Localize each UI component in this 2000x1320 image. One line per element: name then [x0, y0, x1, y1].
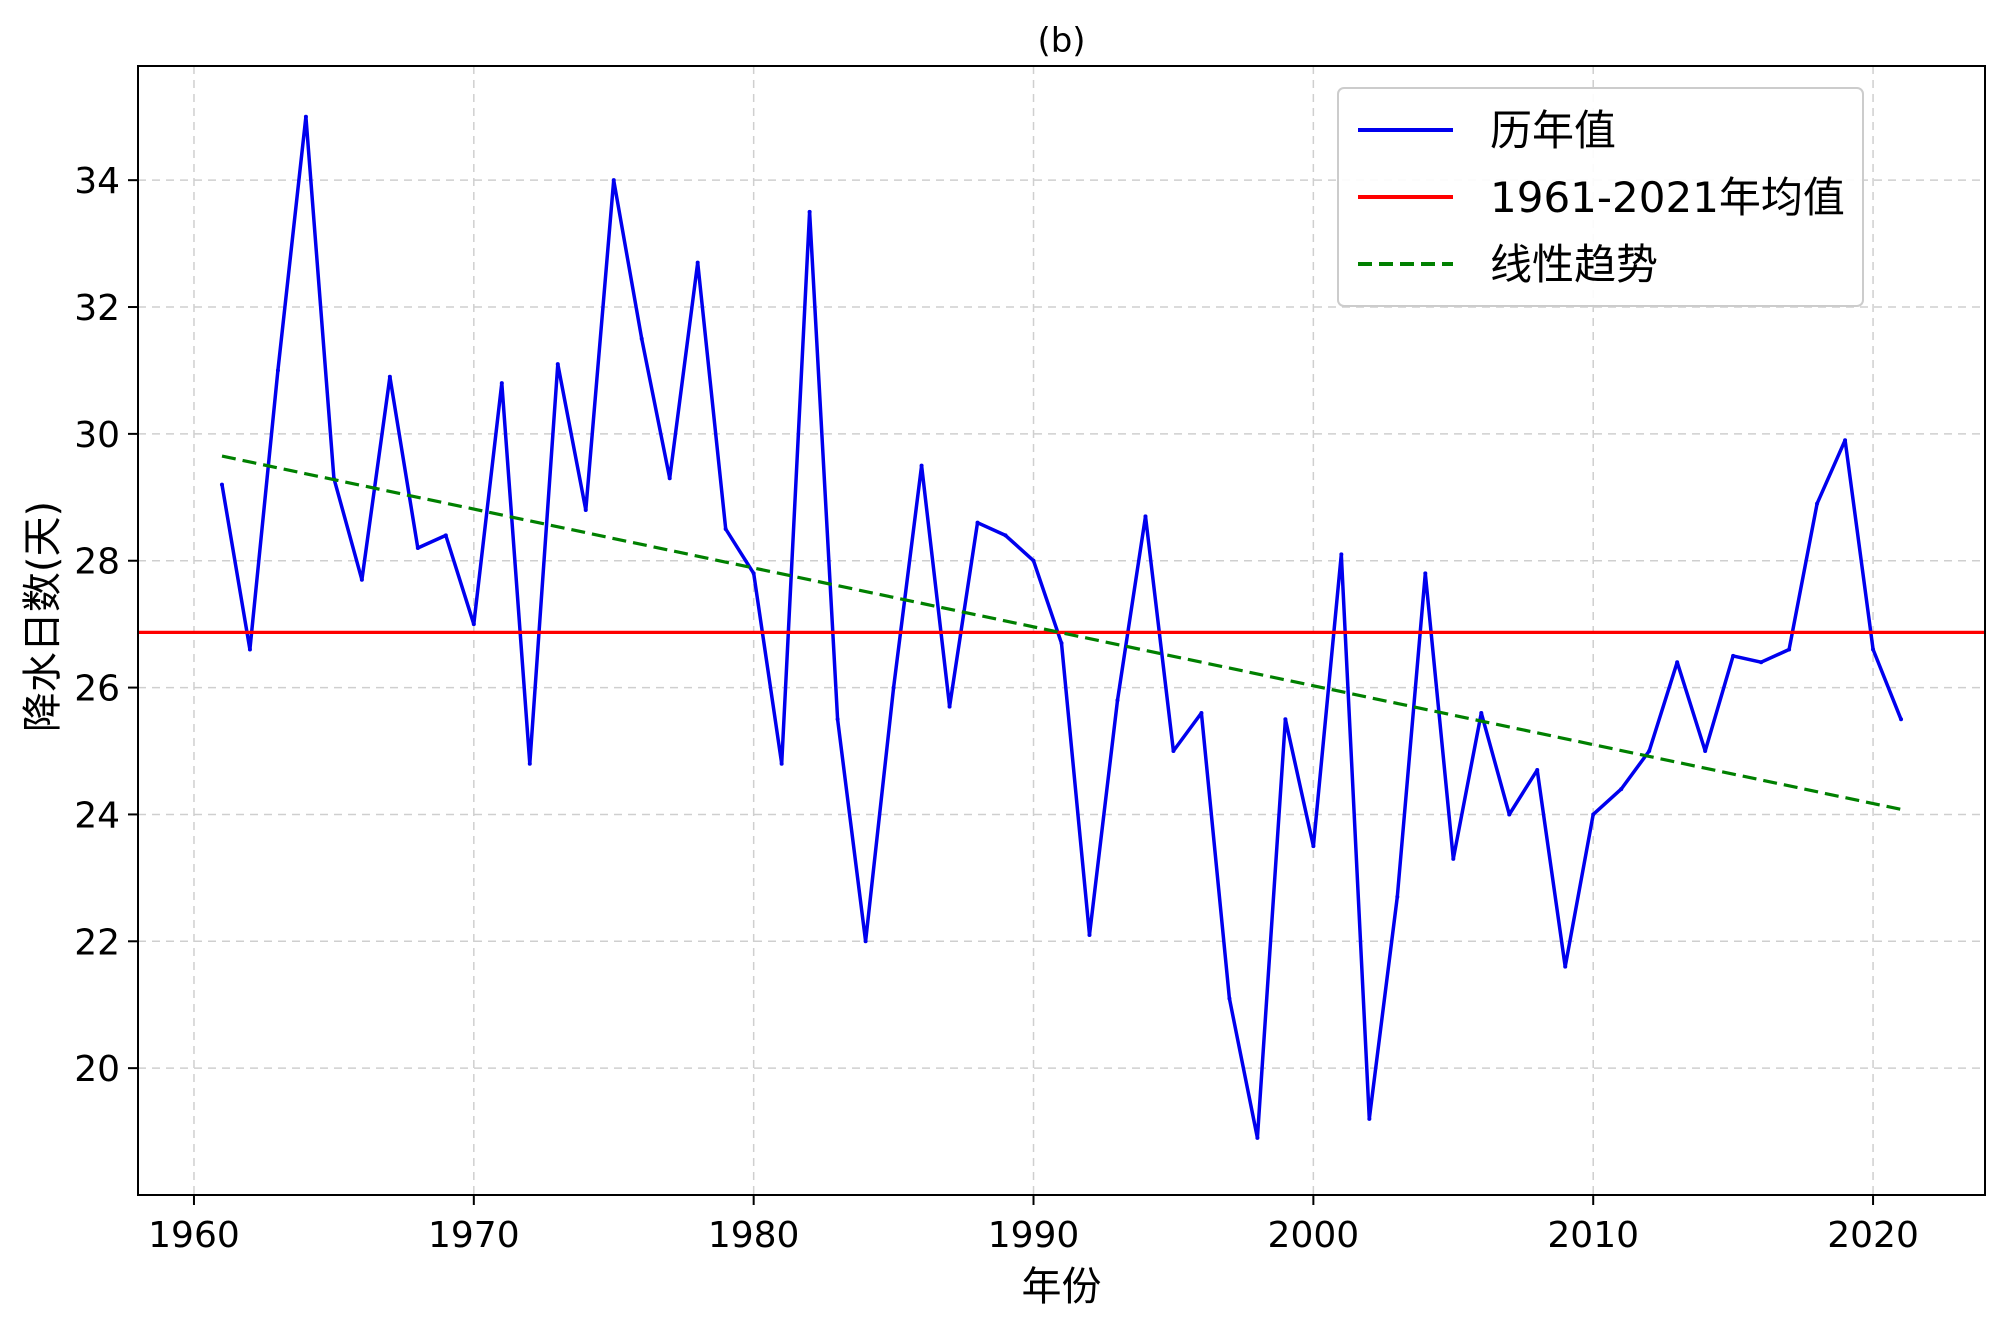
- data-point: [1815, 501, 1820, 506]
- data-point: [919, 463, 924, 468]
- y-tick-label: 30: [74, 415, 120, 456]
- data-point: [611, 178, 616, 183]
- trend-line: [221, 454, 1902, 811]
- chart-title: (b): [1037, 21, 1085, 61]
- x-axis-label: 年份: [1022, 1264, 1102, 1310]
- x-tick-label: 2010: [1547, 1215, 1639, 1256]
- data-point: [1367, 1116, 1372, 1121]
- data-point: [275, 368, 280, 373]
- data-point: [1731, 653, 1736, 658]
- data-point: [247, 647, 252, 652]
- legend-label-annual: 历年值: [1490, 106, 1616, 155]
- data-point: [1759, 660, 1764, 665]
- data-point: [807, 209, 812, 214]
- y-axis-label: 降水日数(天): [20, 501, 66, 732]
- data-point: [443, 533, 448, 538]
- data-point: [1507, 812, 1512, 817]
- data-point: [947, 704, 952, 709]
- data-point: [1843, 438, 1848, 443]
- data-point: [1031, 558, 1036, 563]
- data-point: [303, 114, 308, 119]
- data-point: [1003, 533, 1008, 538]
- data-point: [1899, 717, 1904, 722]
- y-tick-label: 20: [74, 1049, 120, 1090]
- x-tick-label: 1990: [988, 1215, 1080, 1256]
- data-point: [1647, 749, 1652, 754]
- data-point: [1395, 894, 1400, 899]
- data-point: [1283, 717, 1288, 722]
- legend-label-trend: 线性趋势: [1490, 240, 1658, 289]
- data-point: [1535, 768, 1540, 773]
- data-point: [1787, 647, 1792, 652]
- y-tick-label: 32: [74, 288, 120, 329]
- data-point: [1871, 647, 1876, 652]
- data-point: [891, 685, 896, 690]
- plot-frame: [137, 65, 1986, 1196]
- x-tick-label: 2000: [1268, 1215, 1360, 1256]
- data-point: [835, 717, 840, 722]
- data-point: [723, 527, 728, 532]
- data-point: [527, 761, 532, 766]
- data-point: [471, 622, 476, 627]
- data-point: [359, 577, 364, 582]
- data-point: [499, 381, 504, 386]
- data-point: [1423, 571, 1428, 576]
- x-tick-label: 2020: [1827, 1215, 1919, 1256]
- data-point: [1087, 932, 1092, 937]
- data-point: [863, 939, 868, 944]
- data-point: [1199, 710, 1204, 715]
- data-point: [1619, 787, 1624, 792]
- data-point: [1339, 552, 1344, 557]
- data-point: [1143, 514, 1148, 519]
- y-tick-label: 26: [74, 669, 120, 710]
- x-tick-label: 1970: [428, 1215, 520, 1256]
- data-point: [1171, 749, 1176, 754]
- legend-box: [1337, 87, 1864, 307]
- data-point: [555, 362, 560, 367]
- data-point: [639, 336, 644, 341]
- data-point: [219, 482, 224, 487]
- data-point: [415, 546, 420, 551]
- data-point: [1563, 964, 1568, 969]
- data-point: [1115, 698, 1120, 703]
- data-point: [1479, 710, 1484, 715]
- data-point: [1227, 996, 1232, 1001]
- y-tick-label: 34: [74, 161, 120, 202]
- data-point: [975, 520, 980, 525]
- tick-layer: 1960 1970 1980 1990 2000 2010 2020202224262830…: [74, 161, 1919, 1256]
- series-layer: [138, 114, 1985, 1140]
- x-tick-label: 1960: [148, 1215, 240, 1256]
- legend-label-mean: 1961-2021年均值: [1490, 173, 1845, 222]
- data-point: [667, 476, 672, 481]
- data-point: [1675, 660, 1680, 665]
- data-point: [583, 507, 588, 512]
- data-point: [751, 571, 756, 576]
- data-point: [1591, 812, 1596, 817]
- data-point: [779, 761, 784, 766]
- data-point: [1451, 856, 1456, 861]
- data-point: [387, 374, 392, 379]
- data-point: [1311, 844, 1316, 849]
- y-tick-label: 28: [74, 542, 120, 583]
- data-point: [1059, 641, 1064, 646]
- y-tick-label: 22: [74, 922, 120, 963]
- data-point: [1255, 1135, 1260, 1140]
- legend: 历年值 1961-2021年均值 线性趋势: [1337, 87, 1864, 307]
- data-point: [1703, 749, 1708, 754]
- data-point: [695, 260, 700, 265]
- x-tick-label: 1980: [708, 1215, 800, 1256]
- y-tick-label: 24: [74, 795, 120, 836]
